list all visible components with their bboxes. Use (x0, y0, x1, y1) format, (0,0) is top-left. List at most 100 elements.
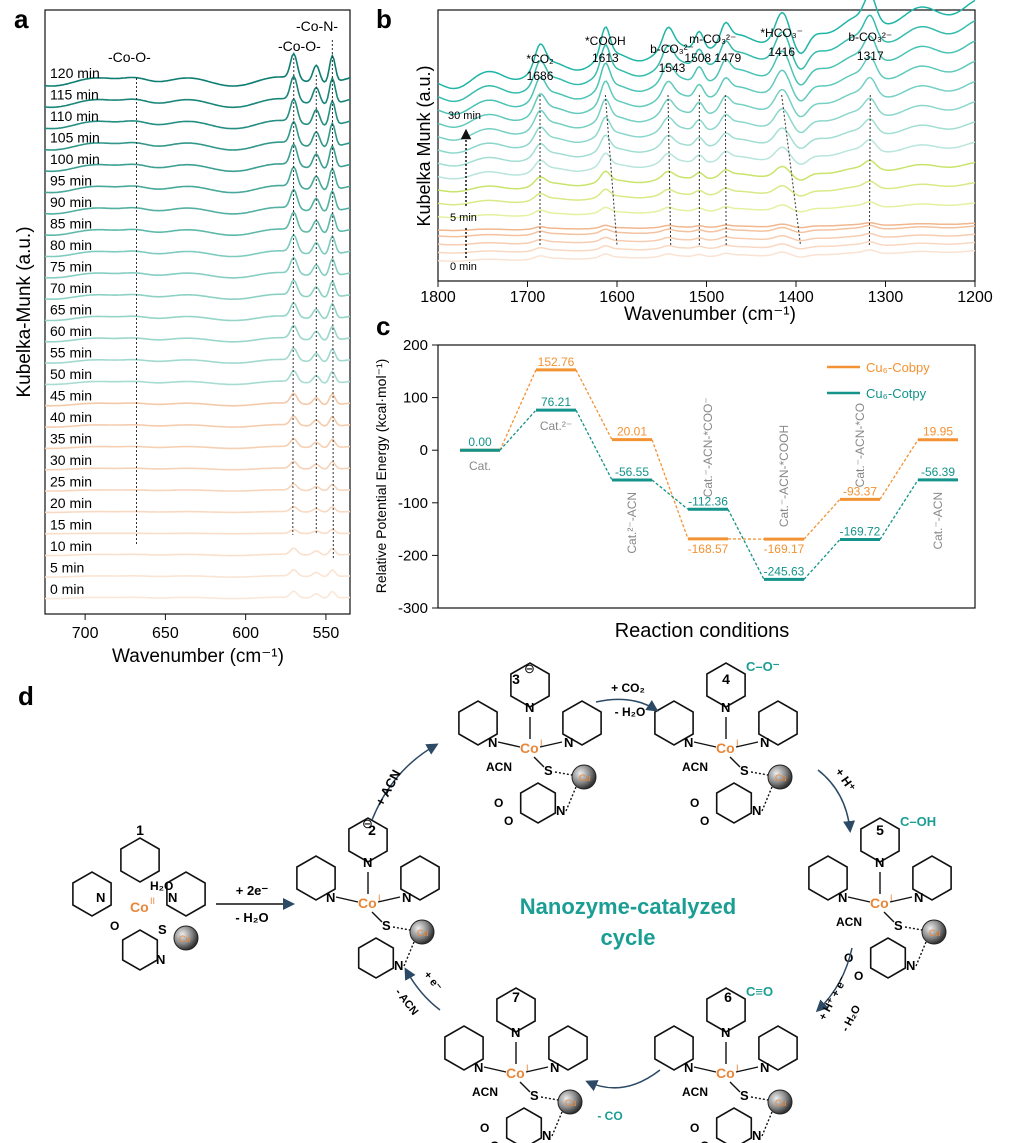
pyridine-ring-top (706, 662, 746, 708)
pyridine-ring-left (458, 700, 498, 746)
panel-c-connector (879, 439, 919, 500)
atom-cu: Cu (775, 1098, 787, 1108)
atom-s: S (158, 922, 167, 937)
pyridine-ring-top (706, 987, 746, 1033)
panel-a-tick-label: 700 (72, 625, 99, 642)
panel-a-tick-label: 600 (232, 625, 259, 642)
atom-n: N (721, 1025, 730, 1040)
panel-b-curve (437, 97, 976, 154)
panel-c-ytick-label: 200 (403, 337, 428, 354)
panel-b-curve (437, 55, 976, 128)
panel-a-curve (44, 547, 350, 557)
panel-a-series-label: 95 min (50, 173, 92, 189)
panel-c-category: Cat.⁻-ACN-*CO (853, 403, 867, 487)
panel-a-series-label: 105 min (50, 130, 100, 146)
panel-a-series-label: 55 min (50, 345, 92, 361)
panel-b-tick-label: 1500 (689, 289, 725, 306)
thiopyridine-ring (519, 782, 557, 824)
thiopyridine-ring (121, 929, 159, 971)
oxidation-state: I (526, 1063, 529, 1073)
panel-c-legend: Cu₆-Cobpy Cu₆-Cotpy (827, 360, 930, 401)
atom-co: Co (130, 899, 149, 915)
panel-a-tick-label: 650 (152, 625, 179, 642)
atom-n: N (875, 855, 884, 870)
ligand-acn: ACN (472, 1085, 498, 1099)
panel-a-curve (45, 483, 351, 492)
panel-c-ytick-label: -200 (398, 547, 428, 564)
panel-b-curve (437, 118, 976, 167)
panel-b-annotation-value: 1686 (527, 69, 554, 83)
panel-a-curve (44, 278, 351, 300)
atom-co: Co (716, 1065, 735, 1081)
panel-b-annotation-name: *HCO₃⁻ (760, 26, 803, 40)
atom-s: S (740, 763, 749, 778)
thiopyridine-ring (505, 1107, 543, 1143)
atom-n: N (752, 803, 761, 818)
panel-a-curves (44, 52, 351, 600)
panel-b-curve (438, 221, 975, 232)
atom-cu: Cu (417, 928, 429, 938)
atom-co: Co (358, 895, 377, 911)
panel-a-curve (44, 52, 351, 87)
panel-a-series-label: 0 min (50, 581, 84, 597)
atom-o: O (490, 1139, 499, 1143)
atom-n: N (474, 1060, 483, 1075)
panel-a-series-label: 100 min (50, 151, 100, 167)
panel-a-series-label: 60 min (50, 323, 92, 339)
atom-o: O (504, 814, 513, 828)
bond (735, 1066, 759, 1073)
atom-cu: Cu (579, 773, 591, 783)
atom-n: N (556, 803, 565, 818)
legend-label-cobpy: Cu₆-Cobpy (866, 360, 930, 375)
atom-n: N (542, 1128, 551, 1143)
ligand-acn: ACN (836, 915, 862, 929)
pyridine-ring-left (654, 700, 694, 746)
panel-b-series-label-30: 30 min (448, 110, 481, 122)
panel-a-series-label: 5 min (50, 560, 84, 576)
atom-s: S (894, 918, 903, 933)
arrow-1-2-top: + 2e⁻ (236, 883, 269, 898)
panel-a-series-label: 120 min (50, 65, 100, 81)
thiopyridine-ring (715, 782, 753, 824)
atom-cu: Cu (775, 773, 787, 783)
panel-c-connector (803, 539, 841, 580)
arrow-5-to-6 (815, 947, 853, 1013)
compound-number: 2 (368, 822, 376, 838)
atom-n: N (760, 735, 769, 750)
cu-nanocluster (767, 764, 793, 790)
atom-n: N (488, 735, 497, 750)
panel-c-xlabel: Reaction conditions (615, 620, 790, 642)
scheme-title-line2: cycle (600, 925, 655, 950)
panel-b-curve (437, 138, 976, 180)
panel-letter-d: d (18, 681, 34, 711)
charge-minus: ⊖ (524, 661, 535, 676)
panel-a-series-label: 40 min (50, 409, 92, 425)
panel-c-connector (727, 509, 765, 580)
panel-a-curve (44, 142, 351, 173)
panel-b-xlabel: Wavenumber (cm⁻¹) (624, 304, 796, 325)
panel-c-ytick-label: 0 (420, 442, 428, 459)
panel-b-curve (437, 249, 976, 262)
atom-o: O (494, 796, 503, 810)
pyridine-ring-right (562, 700, 602, 746)
cu-nanocluster (173, 925, 199, 951)
atom-o: O (854, 969, 863, 983)
panel-b-annotation-name: m-CO₃²⁻ (689, 32, 736, 46)
ligand-h2o: H₂O (150, 879, 173, 893)
panel-a-curve (44, 301, 351, 322)
atom-o: O (690, 1121, 699, 1135)
panel-a-curve (45, 528, 350, 535)
pyridine-ring-right (166, 871, 206, 917)
panel-a-guide-lines (136, 39, 334, 561)
panel-a-series-label: 90 min (50, 194, 92, 210)
atom-o: O (110, 919, 119, 933)
panel-a-annotation-2: -Co-O- (278, 38, 321, 54)
atom-n: N (752, 1128, 761, 1143)
compound-number: 7 (512, 989, 520, 1005)
legend-label-cotpy: Cu₆-Cotpy (866, 386, 927, 401)
panel-b-annotation-name: *CO₂ (526, 52, 554, 66)
panel-a-curve (44, 392, 351, 407)
panel-c-category: Cat.⁻-ACN-*COOH (777, 425, 791, 527)
panel-c-category-labels: Cat. Cat.²⁻ Cat.²⁻-ACN Cat.⁻-ACN-*COO⁻ Cat.⁻… (469, 397, 945, 553)
pyridine-ring-top (510, 662, 550, 708)
